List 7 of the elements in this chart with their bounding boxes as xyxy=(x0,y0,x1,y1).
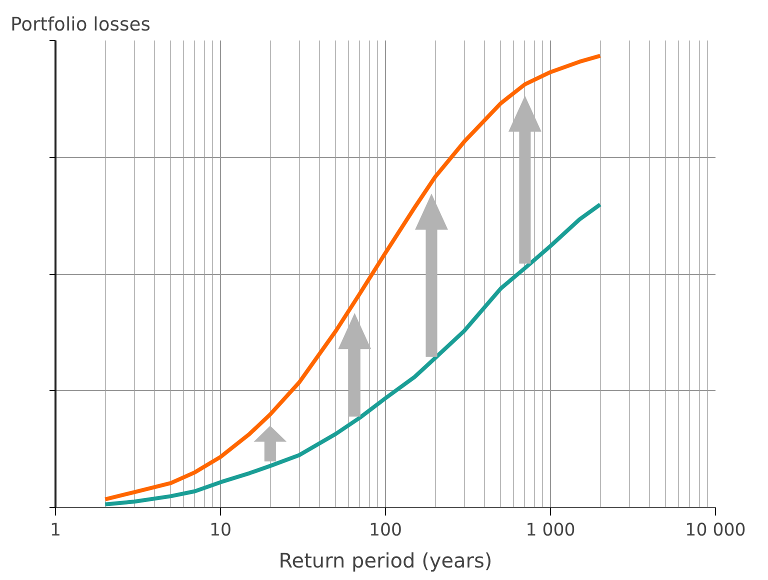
x-tick-label: 1 000 xyxy=(526,520,576,540)
x-axis-title: Return period (years) xyxy=(278,548,492,572)
y-axis-title: Portfolio losses xyxy=(10,14,150,36)
x-tick-label: 1 xyxy=(50,520,62,540)
x-tick-label: 10 000 xyxy=(685,520,746,540)
x-tick-label: 100 xyxy=(368,520,402,540)
x-tick-label: 10 xyxy=(209,520,232,540)
